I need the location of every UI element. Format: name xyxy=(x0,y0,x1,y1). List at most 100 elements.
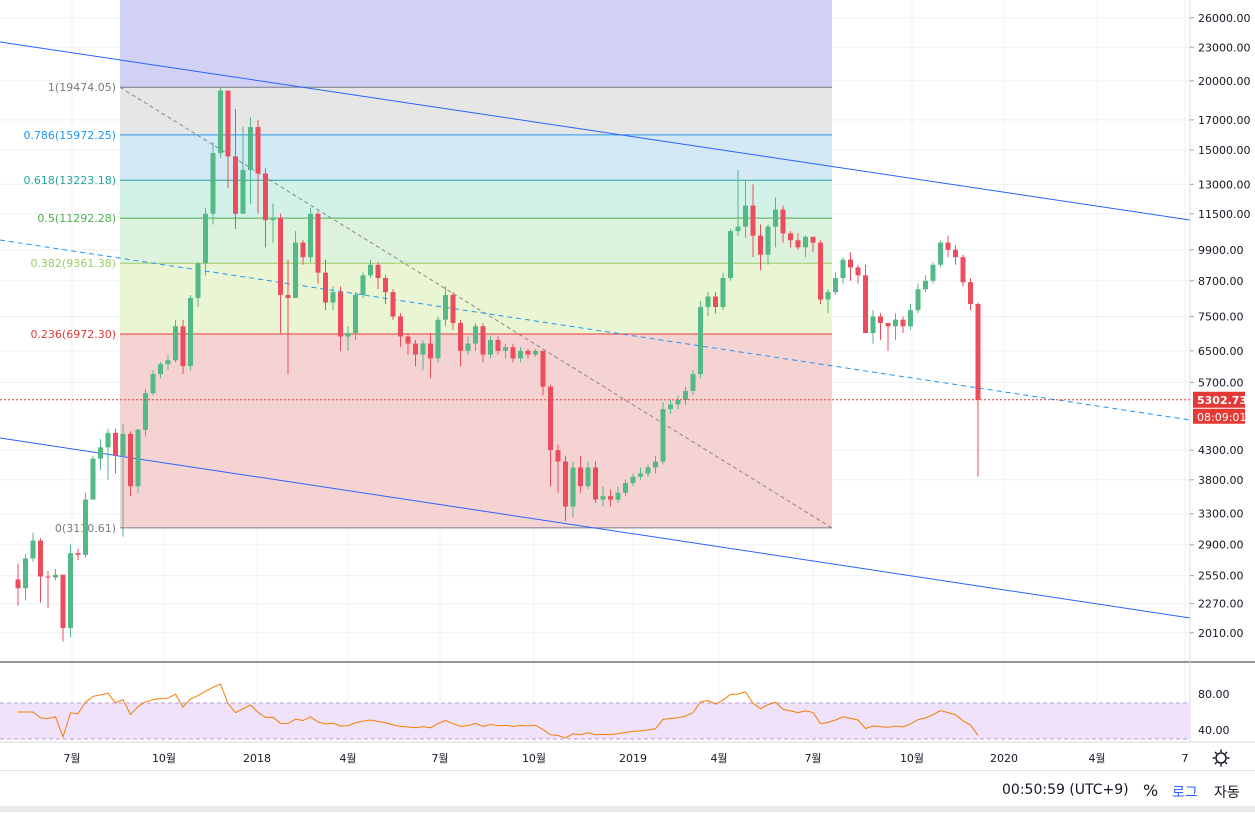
candle-body xyxy=(150,374,156,394)
fib-level-label: 0.236(6972.30) xyxy=(30,328,116,341)
candle-body xyxy=(855,267,861,276)
candle-body xyxy=(98,447,103,459)
candle-body xyxy=(173,326,178,361)
candle-body xyxy=(345,333,351,337)
candle-body xyxy=(83,499,88,555)
candle-body xyxy=(300,242,306,258)
candle-body xyxy=(225,90,231,157)
candle-body xyxy=(585,467,591,487)
candle-body xyxy=(870,316,876,334)
candle-body xyxy=(683,390,688,400)
candle-body xyxy=(803,236,808,248)
candle-body xyxy=(338,292,343,337)
candle-body xyxy=(893,319,898,327)
candle-body xyxy=(405,336,411,344)
price-tick-label: 2010.00 xyxy=(1198,627,1244,640)
candle-body xyxy=(653,461,658,468)
candle-body xyxy=(570,467,576,507)
candle-body xyxy=(23,558,28,589)
candle-body xyxy=(540,350,546,387)
candle-body xyxy=(135,429,141,487)
candle-body xyxy=(960,257,966,283)
fib-zone xyxy=(120,333,832,528)
candle-body xyxy=(623,482,628,493)
fib-zone xyxy=(120,87,832,135)
gear-icon xyxy=(1215,752,1227,764)
countdown-badge xyxy=(1193,408,1245,424)
candle-body xyxy=(75,553,81,555)
percent-scale-button[interactable]: % xyxy=(1143,781,1159,800)
candle-body xyxy=(705,296,711,308)
candle-body xyxy=(750,205,756,236)
candle-body xyxy=(548,386,553,451)
candle-body xyxy=(60,574,66,629)
candle-body xyxy=(435,319,441,359)
candle-body xyxy=(15,579,21,589)
rsi-tick-label: 80.00 xyxy=(1198,688,1230,701)
candle-body xyxy=(270,217,276,221)
candle-body xyxy=(248,127,253,170)
candle-body xyxy=(593,467,598,500)
time-tick-label: 10월 xyxy=(522,752,546,765)
candle-body xyxy=(330,292,336,303)
channel-upper-line xyxy=(0,41,1191,221)
candle-body xyxy=(525,350,531,355)
candle-body xyxy=(713,296,718,308)
candle-body xyxy=(938,242,943,265)
price-tick-label: 2900.00 xyxy=(1198,539,1244,552)
candle-body xyxy=(443,295,448,320)
rsi-band xyxy=(0,703,1190,739)
price-tick-label: 3300.00 xyxy=(1198,508,1244,521)
price-tick-label: 15000.00 xyxy=(1198,144,1251,157)
candle-body xyxy=(630,476,636,483)
candle-body xyxy=(968,282,973,304)
candle-body xyxy=(473,326,478,344)
auto-scale-button[interactable]: 자동 xyxy=(1214,785,1240,801)
candle-body xyxy=(128,433,133,487)
candle-body xyxy=(638,473,643,477)
candle-body xyxy=(428,343,433,359)
candle-body xyxy=(885,322,891,327)
candle-body xyxy=(833,278,838,293)
price-tick-label: 6500.00 xyxy=(1198,345,1244,358)
chart-svg[interactable]: 1(19474.05) 0.786(15972.25) 0.618(13223.18… xyxy=(0,0,1255,770)
price-tick-label: 26000.00 xyxy=(1198,12,1251,25)
candle-body xyxy=(720,278,726,308)
candle-body xyxy=(825,292,831,300)
log-scale-button[interactable]: 로그 xyxy=(1172,785,1198,801)
candle-body xyxy=(495,340,501,351)
candle-body xyxy=(818,242,823,300)
candle-body xyxy=(735,226,741,232)
time-tick-label: 7월 xyxy=(804,752,821,765)
candle-body xyxy=(120,433,126,456)
candle-body xyxy=(765,226,771,255)
candle-body xyxy=(615,492,621,500)
time-tick-label: 4월 xyxy=(1088,752,1105,765)
time-tick-label: 2019 xyxy=(619,752,647,765)
price-tick-label: 7500.00 xyxy=(1198,310,1244,323)
candle-body xyxy=(563,461,568,507)
clock-label: 00:50:59 (UTC+9) xyxy=(1002,782,1129,798)
fib-level-label: 0.5(11292.28) xyxy=(37,212,116,225)
candle-body xyxy=(923,280,928,290)
candle-body xyxy=(53,574,58,578)
candle-body xyxy=(480,326,486,355)
time-tick-label: 7 xyxy=(1182,752,1189,765)
candle-body xyxy=(758,235,763,255)
time-tick-label: 2018 xyxy=(243,752,271,765)
time-tick-label: 2020 xyxy=(990,752,1018,765)
candle-body xyxy=(908,310,913,327)
price-tick-label: 2270.00 xyxy=(1198,598,1244,611)
candle-body xyxy=(608,496,613,500)
candle-body xyxy=(743,205,748,227)
candle-body xyxy=(660,409,666,462)
candle-body xyxy=(263,173,268,221)
fib-level-label: 0.382(9361.38) xyxy=(30,257,116,270)
candle-body xyxy=(465,343,471,351)
candle-body xyxy=(788,233,793,241)
candle-body xyxy=(840,259,846,279)
candle-body xyxy=(255,127,261,174)
candle-body xyxy=(555,450,561,462)
candle-body xyxy=(113,432,118,456)
time-tick-label: 10월 xyxy=(900,752,924,765)
